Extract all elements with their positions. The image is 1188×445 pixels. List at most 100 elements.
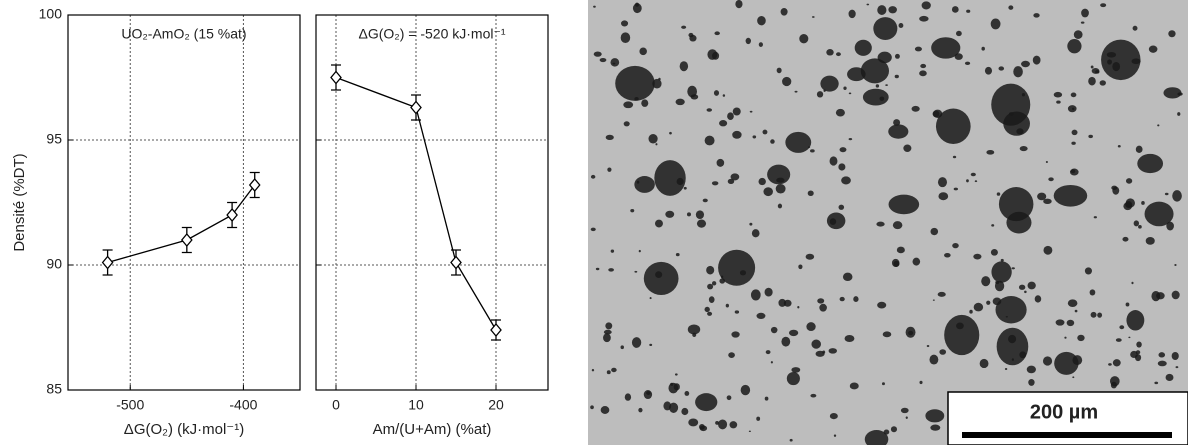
y-tick-label: 85 <box>46 381 62 397</box>
pore <box>807 190 814 197</box>
pore <box>634 97 639 101</box>
pore <box>719 120 728 127</box>
pore <box>663 401 672 411</box>
pore <box>665 210 675 218</box>
pore <box>919 15 929 22</box>
pore <box>669 131 672 135</box>
pore <box>752 135 757 139</box>
pore <box>925 409 945 423</box>
data-point <box>330 70 342 85</box>
pore <box>799 34 809 44</box>
data-point <box>101 255 114 270</box>
pore <box>762 129 768 135</box>
pore <box>687 324 701 335</box>
pore <box>652 78 662 89</box>
pore <box>711 281 717 286</box>
pore <box>727 112 734 120</box>
pore <box>995 296 1027 324</box>
pore <box>1066 319 1075 327</box>
pore <box>634 270 638 273</box>
pore <box>853 296 859 303</box>
pore <box>1056 100 1061 104</box>
pore <box>681 407 689 416</box>
pore <box>964 61 971 65</box>
pore <box>829 412 838 420</box>
pore <box>1168 30 1176 38</box>
pore <box>1132 25 1138 31</box>
pore <box>826 49 834 56</box>
pore <box>996 192 1001 196</box>
pore <box>611 367 617 373</box>
micrograph-pores <box>590 0 1183 445</box>
pore <box>739 270 747 276</box>
pore <box>756 416 761 421</box>
pore <box>593 5 596 8</box>
pore <box>730 173 740 181</box>
pore <box>1081 8 1089 18</box>
pore <box>704 306 710 313</box>
pore <box>727 178 735 184</box>
pore <box>673 383 680 391</box>
pore <box>704 135 715 146</box>
pore <box>1112 186 1120 195</box>
pore <box>722 94 726 97</box>
pore <box>1080 21 1085 24</box>
pore <box>750 289 761 301</box>
pore <box>1011 358 1015 361</box>
pore <box>1123 202 1133 211</box>
y-axis-label: Densité (%DT) <box>11 153 28 251</box>
pore <box>1112 61 1121 72</box>
pore <box>1032 55 1041 65</box>
pore <box>1084 267 1093 275</box>
pore <box>718 419 728 430</box>
pore <box>1067 105 1077 113</box>
pore <box>990 249 998 256</box>
pore <box>714 31 720 36</box>
pore <box>590 174 596 179</box>
pore <box>649 297 652 300</box>
pore <box>1064 336 1067 339</box>
pore <box>844 334 855 343</box>
pore <box>1090 65 1094 69</box>
pore <box>729 421 738 429</box>
pore <box>706 108 712 112</box>
pore <box>1008 5 1014 10</box>
pore <box>778 298 787 307</box>
pore <box>610 249 615 253</box>
pore <box>1144 201 1174 227</box>
pore <box>1136 341 1142 348</box>
pore <box>883 429 890 435</box>
pore <box>974 180 978 183</box>
pore <box>1026 365 1036 374</box>
pore <box>1148 45 1158 53</box>
pore <box>1128 336 1131 339</box>
pore <box>919 70 927 77</box>
pore <box>932 109 943 118</box>
pore <box>620 32 631 44</box>
pore <box>833 434 837 437</box>
data-point <box>248 177 261 193</box>
pore <box>931 37 961 59</box>
pore <box>875 84 880 88</box>
pore <box>860 58 890 84</box>
pore <box>655 219 663 228</box>
pore <box>600 406 610 414</box>
pore <box>708 296 715 303</box>
pore <box>1003 111 1030 136</box>
annotation: UO₂-AmO₂ (15 %at) <box>121 26 246 42</box>
pore <box>1097 312 1103 318</box>
pore <box>1070 92 1077 98</box>
pore <box>620 345 624 350</box>
pore <box>608 268 614 272</box>
pore <box>816 91 824 98</box>
pore <box>970 172 976 177</box>
pore <box>615 65 655 101</box>
pore <box>605 134 614 140</box>
pore <box>732 107 741 116</box>
pore <box>641 99 649 107</box>
pore <box>634 176 655 193</box>
pore <box>718 249 756 286</box>
pore <box>1135 350 1141 355</box>
pore <box>820 75 839 92</box>
